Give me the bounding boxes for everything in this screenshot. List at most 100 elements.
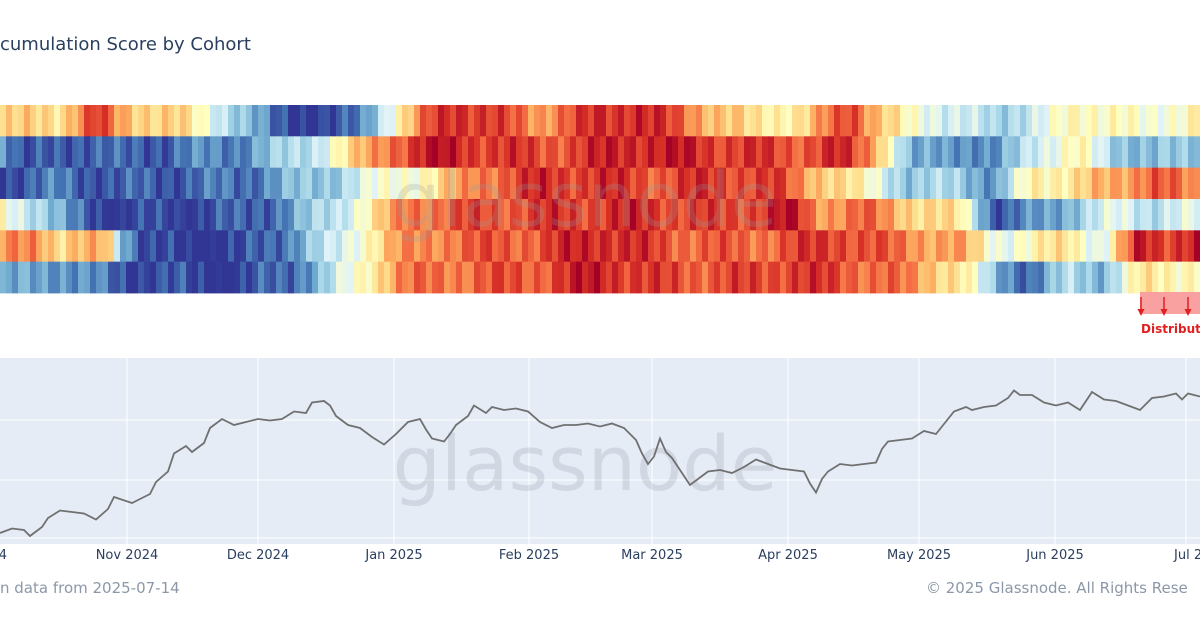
heatmap-cell: [420, 136, 427, 169]
heatmap-cell: [360, 261, 367, 294]
heatmap-cell: [180, 105, 187, 137]
heatmap-cell: [216, 199, 223, 231]
heatmap-cell: [150, 230, 157, 263]
heatmap-cell: [144, 199, 151, 231]
heatmap-cell: [684, 167, 691, 200]
heatmap-cell: [162, 136, 169, 169]
heatmap-cell: [162, 199, 169, 231]
heatmap-cell: [1002, 261, 1009, 294]
heatmap-cell: [228, 230, 235, 263]
heatmap-cell: [258, 261, 265, 294]
heatmap-cell: [930, 199, 937, 231]
heatmap-cell: [30, 105, 37, 137]
heatmap-cell: [822, 230, 829, 263]
heatmap-cell: [1194, 230, 1200, 263]
heatmap-cell: [354, 105, 361, 137]
heatmap-cell: [480, 261, 487, 294]
heatmap-cell: [852, 230, 859, 263]
heatmap-cell: [30, 230, 37, 263]
heatmap-cell: [834, 105, 841, 137]
heatmap-cell: [1068, 261, 1075, 294]
heatmap-cell: [366, 105, 373, 137]
heatmap-cell: [924, 230, 931, 263]
heatmap-cell: [540, 105, 547, 137]
heatmap-cell: [240, 105, 247, 137]
heatmap-cell: [1014, 105, 1021, 137]
heatmap-cell: [36, 105, 43, 137]
heatmap-cell: [0, 167, 7, 200]
heatmap-cell: [108, 136, 115, 169]
heatmap-cell: [42, 105, 49, 137]
heatmap-cell: [60, 199, 67, 231]
heatmap-cell: [216, 167, 223, 200]
heatmap-cell: [1188, 261, 1195, 294]
heatmap-cell: [900, 105, 907, 137]
heatmap-cell: [402, 230, 409, 263]
heatmap-cell: [726, 230, 733, 263]
heatmap-cell: [954, 230, 961, 263]
heatmap-cell: [1176, 136, 1183, 169]
heatmap-cell: [66, 136, 73, 169]
heatmap-cell: [156, 136, 163, 169]
heatmap-cell: [1092, 199, 1099, 231]
heatmap-cell: [264, 105, 271, 137]
heatmap-cell: [576, 167, 583, 200]
heatmap-cell: [666, 230, 673, 263]
heatmap-cell: [456, 136, 463, 169]
heatmap-cell: [612, 136, 619, 169]
heatmap-cell: [906, 167, 913, 200]
heatmap-cell: [792, 230, 799, 263]
heatmap-cell: [630, 136, 637, 169]
heatmap-cell: [858, 199, 865, 231]
heatmap-cell: [438, 136, 445, 169]
heatmap-cell: [618, 136, 625, 169]
heatmap-cell: [114, 167, 121, 200]
heatmap-cell: [738, 199, 745, 231]
heatmap-cell: [1092, 230, 1099, 263]
heatmap-cell: [486, 199, 493, 231]
heatmap-cell: [174, 167, 181, 200]
heatmap-cell: [1140, 136, 1147, 169]
heatmap-cell: [438, 261, 445, 294]
heatmap-cell: [48, 230, 55, 263]
heatmap-cell: [1068, 230, 1075, 263]
heatmap-cell: [282, 261, 289, 294]
heatmap-cell: [1182, 105, 1189, 137]
heatmap-cell: [978, 167, 985, 200]
heatmap-cell: [294, 105, 301, 137]
heatmap-cell: [654, 105, 661, 137]
heatmap-cell: [456, 167, 463, 200]
heatmap-cell: [930, 136, 937, 169]
heatmap-cell: [690, 261, 697, 294]
heatmap-cell: [720, 167, 727, 200]
heatmap-cell: [240, 167, 247, 200]
heatmap-cell: [648, 199, 655, 231]
heatmap-cell: [456, 261, 463, 294]
heatmap-cell: [840, 167, 847, 200]
heatmap-cell: [834, 136, 841, 169]
heatmap-cell: [1050, 136, 1057, 169]
heatmap-cell: [1098, 261, 1105, 294]
heatmap-cell: [318, 136, 325, 169]
heatmap-cell: [102, 136, 109, 169]
heatmap-cell: [48, 261, 55, 294]
heatmap-cell: [1110, 261, 1117, 294]
heatmap-cell: [960, 261, 967, 294]
heatmap-cell: [372, 230, 379, 263]
heatmap-cell: [504, 230, 511, 263]
heatmap-cell: [198, 199, 205, 231]
heatmap-cell: [300, 105, 307, 137]
heatmap-cell: [780, 199, 787, 231]
heatmap-cell: [498, 136, 505, 169]
heatmap-cell: [816, 230, 823, 263]
heatmap-cell: [342, 136, 349, 169]
heatmap-cell: [960, 105, 967, 137]
heatmap-cell: [576, 199, 583, 231]
heatmap-cell: [822, 105, 829, 137]
heatmap-cell: [276, 199, 283, 231]
heatmap-cell: [516, 167, 523, 200]
heatmap-cell: [810, 136, 817, 169]
heatmap-cell: [942, 136, 949, 169]
heatmap-cell: [1008, 261, 1015, 294]
heatmap-cell: [906, 105, 913, 137]
